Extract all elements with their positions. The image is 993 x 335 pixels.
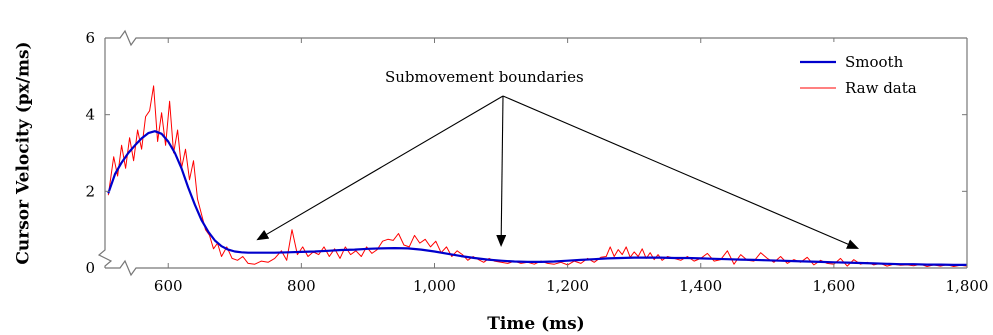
x-axis (105, 259, 967, 277)
series-layer (107, 85, 968, 267)
legend-label-raw: Raw data (845, 79, 917, 97)
series-line-smooth (107, 130, 967, 266)
x-tick-label: 1,800 (946, 277, 989, 295)
annotation-arrow (502, 95, 860, 249)
legend-box (793, 42, 943, 102)
x-tick-label: 1,400 (679, 277, 722, 295)
x-tick-label: 1,600 (812, 277, 855, 295)
axis-ticks: 600 800 1,000 1,200 1,400 1,600 1,800 0 2 4 6 (85, 29, 988, 295)
y-axis (97, 38, 113, 268)
annotation-arrow (496, 95, 507, 247)
legend: Smooth Raw data (793, 42, 943, 102)
annotation-arrow (256, 95, 504, 241)
x-tick-label: 1,000 (413, 277, 456, 295)
top-axis (105, 29, 967, 47)
annotation-submovement: Submovement boundaries (256, 68, 860, 249)
x-tick-label: 800 (287, 277, 316, 295)
x-tick-label: 600 (154, 277, 183, 295)
x-axis-title: Time (ms) (487, 314, 584, 334)
y-tick-label: 0 (85, 259, 95, 277)
y-tick-label: 2 (85, 182, 95, 200)
legend-label-smooth: Smooth (845, 53, 904, 71)
x-tick-label: 1,200 (546, 277, 589, 295)
y-axis-title: Cursor Velocity (px/ms) (14, 41, 34, 264)
y-tick-label: 4 (85, 106, 95, 124)
annotation-label: Submovement boundaries (385, 68, 584, 86)
axes-frame (97, 29, 968, 277)
y-tick-label: 6 (85, 29, 95, 47)
